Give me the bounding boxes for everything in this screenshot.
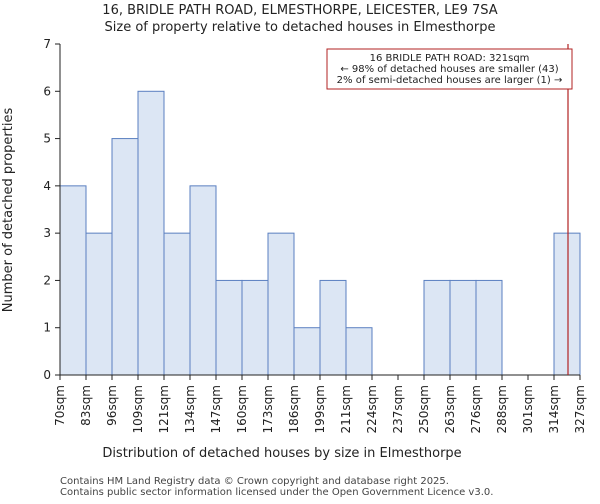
annotation-box: 16 BRIDLE PATH ROAD: 321sqm ← 98% of det… bbox=[326, 48, 573, 90]
chart-title: 16, BRIDLE PATH ROAD, ELMESTHORPE, LEICE… bbox=[102, 3, 497, 18]
x-axis-label: Distribution of detached houses by size … bbox=[102, 446, 461, 461]
x-tick-label-96sqm: 96sqm bbox=[105, 385, 119, 426]
x-tick-label-173sqm: 173sqm bbox=[261, 385, 275, 433]
x-tick-label-288sqm: 288sqm bbox=[495, 385, 509, 433]
y-axis: 0 1 2 3 4 5 6 7 bbox=[43, 37, 61, 382]
annotation-border bbox=[326, 48, 573, 90]
x-tick-label-263sqm: 263sqm bbox=[443, 385, 457, 433]
bar-121sqm bbox=[163, 232, 191, 376]
bar-83sqm bbox=[85, 232, 113, 376]
bars-group bbox=[59, 90, 581, 376]
y-tick-label-0: 0 bbox=[43, 368, 51, 382]
annotation-line-3: 2% of semi-detached houses are larger (1… bbox=[337, 75, 563, 86]
footer-line-2: Contains public sector information licen… bbox=[60, 487, 493, 498]
bar-134sqm bbox=[189, 185, 217, 376]
x-tick-label-199sqm: 199sqm bbox=[313, 385, 327, 433]
x-tick-label-276sqm: 276sqm bbox=[469, 385, 483, 433]
bar-70sqm bbox=[59, 185, 87, 376]
x-tick-label-301sqm: 301sqm bbox=[521, 385, 535, 433]
bar-173sqm bbox=[267, 232, 295, 376]
y-tick-label-6: 6 bbox=[43, 84, 51, 98]
y-tick-label-5: 5 bbox=[43, 132, 51, 146]
y-tick-label-1: 1 bbox=[43, 321, 51, 335]
chart-subtitle: Size of property relative to detached ho… bbox=[105, 20, 496, 35]
footer-line-1: Contains HM Land Registry data © Crown c… bbox=[60, 476, 449, 487]
x-tick-label-237sqm: 237sqm bbox=[391, 385, 405, 433]
annotation-line-2: ← 98% of detached houses are smaller (43… bbox=[340, 64, 558, 75]
x-tick-label-121sqm: 121sqm bbox=[157, 385, 171, 433]
x-tick-label-147sqm: 147sqm bbox=[209, 385, 223, 433]
y-tick-label-7: 7 bbox=[43, 37, 51, 51]
bar-276sqm bbox=[475, 279, 503, 376]
y-tick-label-4: 4 bbox=[43, 179, 51, 193]
y-axis-label: Number of detached properties bbox=[1, 108, 16, 313]
x-tick-label-134sqm: 134sqm bbox=[183, 385, 197, 433]
bar-211sqm bbox=[345, 327, 373, 376]
x-tick-label-224sqm: 224sqm bbox=[365, 385, 379, 433]
bar-314sqm bbox=[553, 232, 581, 376]
bar-263sqm bbox=[449, 279, 477, 376]
x-tick-label-314sqm: 314sqm bbox=[547, 385, 561, 433]
bar-109sqm bbox=[137, 90, 165, 376]
x-tick-label-186sqm: 186sqm bbox=[287, 385, 301, 433]
x-axis: 70sqm 83sqm 96sqm 109sqm 121sqm 134sqm 147sqm 1… bbox=[53, 374, 587, 433]
y-tick-label-3: 3 bbox=[43, 226, 51, 240]
bar-186sqm bbox=[293, 327, 321, 376]
x-tick-label-70sqm: 70sqm bbox=[53, 385, 67, 426]
x-tick-label-83sqm: 83sqm bbox=[79, 385, 93, 426]
bar-160sqm bbox=[241, 279, 269, 376]
bar-199sqm bbox=[319, 279, 347, 376]
x-tick-label-250sqm: 250sqm bbox=[417, 385, 431, 433]
bar-147sqm bbox=[215, 279, 243, 376]
bar-96sqm bbox=[111, 138, 139, 376]
x-tick-label-160sqm: 160sqm bbox=[235, 385, 249, 433]
annotation-line-1: 16 BRIDLE PATH ROAD: 321sqm bbox=[370, 53, 530, 64]
x-tick-label-109sqm: 109sqm bbox=[131, 385, 145, 433]
x-tick-label-327sqm: 327sqm bbox=[573, 385, 587, 433]
bar-250sqm bbox=[423, 279, 451, 376]
x-tick-label-211sqm: 211sqm bbox=[339, 385, 353, 433]
y-tick-label-2: 2 bbox=[43, 273, 51, 287]
